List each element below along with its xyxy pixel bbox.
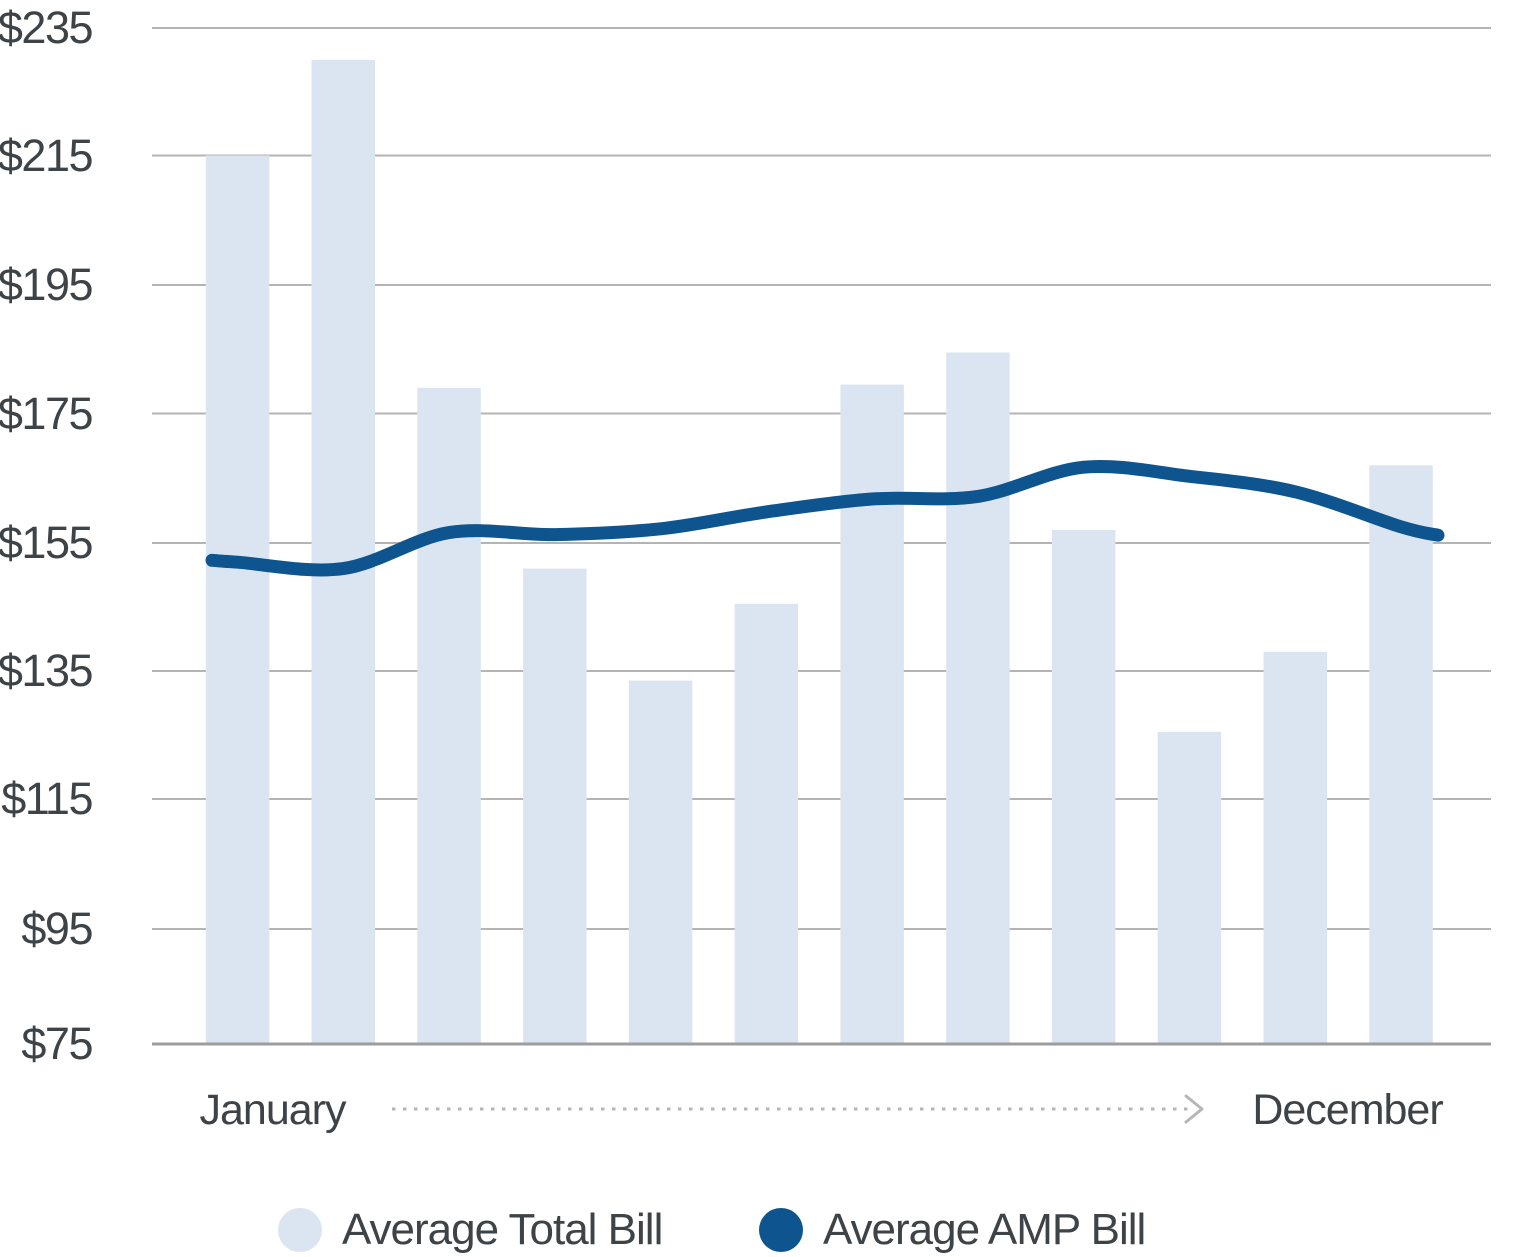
total-bill-bar bbox=[311, 59, 375, 1044]
y-axis-tick-label: $175 bbox=[0, 387, 94, 439]
total-bill-bar bbox=[946, 352, 1010, 1044]
y-axis-tick-label: $95 bbox=[21, 903, 93, 954]
legend-label-total-bill: Average Total Bill bbox=[342, 1205, 663, 1254]
total-bill-bar bbox=[205, 155, 270, 1044]
total-bill-bar bbox=[628, 680, 693, 1044]
legend-dot-total-bill-icon bbox=[278, 1208, 322, 1252]
legend-item-average-amp-bill: Average AMP Bill bbox=[759, 1205, 1146, 1254]
total-bill-bar bbox=[1157, 731, 1222, 1044]
y-axis-tick-label: $215 bbox=[0, 129, 94, 181]
legend-label-amp-bill: Average AMP Bill bbox=[823, 1205, 1146, 1254]
total-bill-bar bbox=[1263, 651, 1327, 1044]
total-bill-bar bbox=[417, 387, 481, 1044]
x-axis-label-january: January bbox=[199, 1086, 347, 1134]
total-bill-bar bbox=[840, 384, 904, 1045]
y-axis-tick-label: $155 bbox=[0, 517, 94, 568]
total-bill-bar bbox=[1051, 530, 1116, 1044]
total-bill-bar bbox=[523, 568, 587, 1044]
y-axis-tick-label: $195 bbox=[0, 259, 94, 310]
legend-dot-amp-bill-icon bbox=[759, 1208, 803, 1252]
total-bill-bar bbox=[734, 603, 799, 1044]
y-axis-tick-label: $135 bbox=[0, 645, 94, 696]
legend-item-average-total-bill: Average Total Bill bbox=[278, 1205, 663, 1254]
x-axis-label-december: December bbox=[1252, 1086, 1443, 1134]
amp-bill-line bbox=[205, 459, 1445, 577]
y-axis-tick-label: $235 bbox=[0, 2, 94, 53]
y-axis-tick-label: $115 bbox=[1, 773, 93, 824]
y-axis-tick-label: $75 bbox=[21, 1018, 93, 1069]
timeline-arrow-icon bbox=[1184, 1094, 1204, 1124]
total-bill-bar bbox=[1369, 465, 1433, 1044]
